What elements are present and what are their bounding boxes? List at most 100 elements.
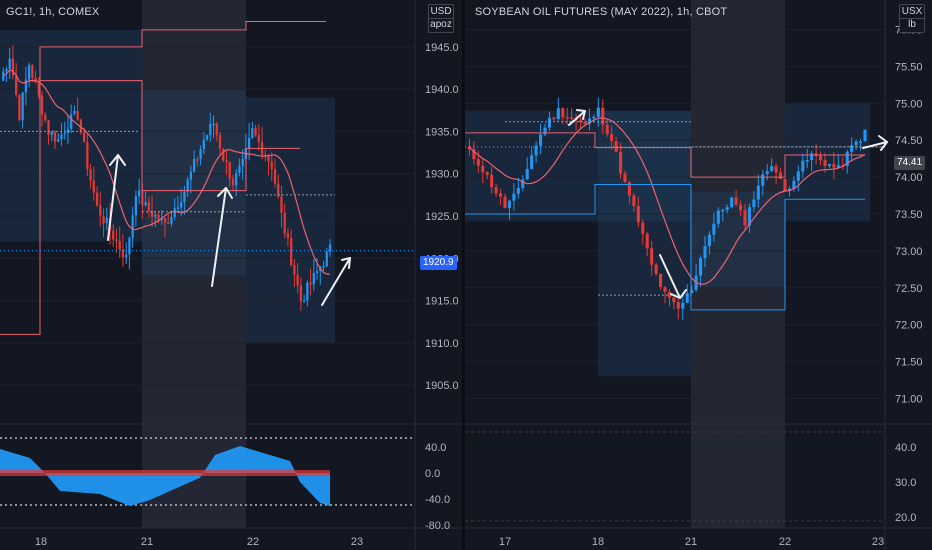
time-tick-label: 18 (35, 536, 47, 548)
resistance-step-line (465, 132, 865, 178)
candle-body (170, 216, 173, 224)
candle-body (222, 148, 225, 161)
candle-body (154, 214, 157, 217)
candle-body (747, 207, 751, 226)
candle-body (82, 132, 86, 143)
candle-body (663, 287, 667, 292)
candle-body (503, 196, 507, 209)
candle-body (231, 178, 235, 186)
candle-body (57, 139, 60, 142)
candle-body (180, 202, 183, 208)
soybean-unit-bottom: lb (900, 18, 924, 31)
candle-body (507, 200, 511, 209)
soybean-currency-box[interactable]: USX lb (899, 4, 925, 33)
candle-body (31, 64, 34, 78)
candle-body (293, 264, 296, 275)
annotation-arrow (862, 141, 888, 149)
candle-body (832, 164, 836, 168)
range-box (598, 110, 691, 377)
candle-body (779, 172, 783, 180)
annotation-arrow (321, 257, 351, 306)
oscillator-tick-label: 30.0 (895, 477, 916, 489)
candle-body (810, 153, 814, 161)
gold-chart-pane[interactable]: 1945.01940.01935.01930.01925.01920.01915… (0, 0, 462, 550)
candle-body (5, 68, 8, 72)
soybean-chart-svg[interactable]: 76.0075.5075.0074.5074.0073.5073.0072.50… (465, 0, 932, 550)
price-tick-label: 71.00 (895, 393, 923, 405)
pane-divider[interactable] (462, 0, 465, 550)
candle-body (605, 124, 609, 135)
candle-body (823, 160, 827, 166)
candle-body (270, 161, 273, 170)
candle-body (476, 159, 480, 166)
annotation-arrow (659, 254, 681, 299)
candle-body (676, 302, 680, 309)
candle-body (681, 302, 685, 309)
candle-body (614, 141, 618, 152)
candle-body (238, 166, 241, 173)
candle-body (141, 190, 144, 206)
candle-body (202, 139, 205, 150)
time-tick-label: 23 (872, 536, 884, 548)
candle-body (863, 129, 867, 142)
candle-body (770, 166, 774, 172)
candle-body (218, 135, 222, 149)
candle-body (650, 248, 654, 265)
candle-body (516, 187, 520, 194)
candle-body (118, 240, 121, 250)
candle-body (601, 107, 605, 125)
candle-body (125, 254, 128, 258)
candle-body (819, 155, 823, 161)
candle-body (60, 134, 63, 140)
candle-body (499, 193, 503, 197)
candle-body (131, 215, 134, 238)
candle-body (325, 251, 328, 267)
candle-body (565, 117, 569, 119)
gold-unit-top: USD (430, 6, 452, 17)
candle-body (251, 128, 254, 138)
candle-body (37, 82, 40, 96)
gold-currency-box[interactable]: USD apoz (428, 4, 454, 33)
gold-chart-title: GC1!, 1h, COMEX (6, 6, 100, 18)
candle-body (299, 285, 303, 302)
candle-body (610, 134, 614, 142)
candle-body (247, 137, 251, 149)
candle-body (199, 149, 202, 160)
candle-body (792, 180, 796, 189)
support-step-line (465, 183, 865, 311)
candle-body (756, 185, 760, 200)
price-tick-label: 1915.0 (425, 296, 459, 308)
price-tick-label: 1905.0 (425, 380, 459, 392)
candle-body (570, 117, 574, 119)
gold-chart-svg[interactable]: 1945.01940.01935.01930.01925.01920.01915… (0, 0, 462, 550)
price-tick-label: 72.00 (895, 320, 923, 332)
candle-body (836, 165, 840, 168)
candle-body (556, 108, 560, 119)
candle-body (115, 239, 118, 241)
oscillator-signal-band (0, 470, 330, 476)
candle-body (721, 209, 725, 212)
candle-body (765, 171, 769, 175)
candle-body (827, 164, 831, 166)
lower-step-line (0, 80, 300, 335)
candle-body (774, 166, 778, 173)
candle-body (494, 187, 498, 194)
candle-body (712, 223, 716, 235)
candle-body (561, 108, 565, 118)
price-tick-label: 74.00 (895, 172, 923, 184)
upper-step-line (39, 20, 326, 259)
candle-body (512, 193, 516, 201)
oscillator-tick-label: 0.0 (425, 468, 440, 480)
time-tick-label: 17 (499, 536, 511, 548)
candle-body (306, 282, 309, 301)
time-tick-label: 23 (351, 536, 363, 548)
candle-body (659, 273, 663, 288)
candle-body (859, 141, 863, 143)
candle-body (596, 107, 600, 117)
candle-body (280, 196, 283, 213)
candle-body (521, 179, 525, 188)
candle-body (685, 293, 689, 303)
range-box (465, 110, 691, 222)
soybean-chart-pane[interactable]: 76.0075.5075.0074.5074.0073.5073.0072.50… (465, 0, 932, 550)
candle-body (192, 159, 196, 172)
